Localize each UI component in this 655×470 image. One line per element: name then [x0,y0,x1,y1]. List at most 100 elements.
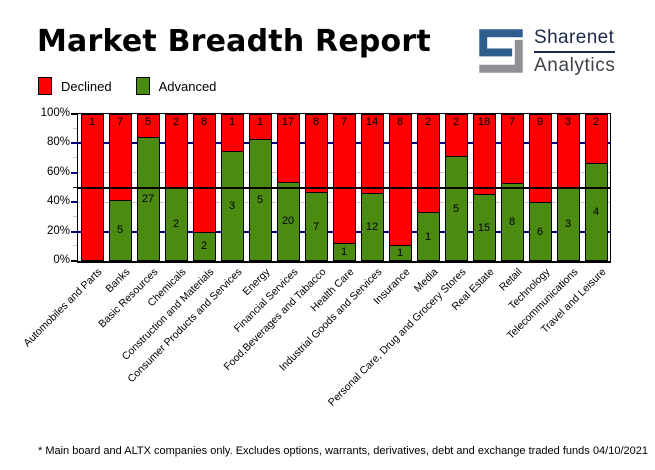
advanced-segment: 2 [192,231,216,261]
declined-segment: 2 [444,114,468,157]
advanced-segment: 2 [164,187,188,261]
declined-value-label: 18 [477,116,491,128]
legend-label-advanced: Advanced [158,78,217,94]
declined-segment: 14 [360,114,384,195]
declined-value-label: 8 [312,116,320,128]
declined-segment: 8 [388,114,412,246]
advanced-segment: 4 [584,163,608,261]
bar-slot: 17 20 [274,114,302,261]
x-axis-labels: Automobiles and Parts Banks Basic Resource… [0,260,655,420]
legend-label-declined: Declined [61,78,112,94]
sharenet-logo: Sharenet Analytics [477,27,616,77]
advanced-segment: 3 [556,187,580,261]
legend: Declined Advanced [38,77,240,95]
y-tick-label: 100% [40,107,70,119]
declined-segment: 9 [528,114,552,204]
bar-slot: 5 27 [134,114,162,261]
declined-value-label: 17 [281,116,295,128]
declined-value-label: 5 [144,116,152,128]
advanced-segment: 1 [416,212,440,261]
declined-segment: 18 [472,114,496,196]
declined-value-label: 14 [365,116,379,128]
advanced-segment: 20 [276,181,300,261]
declined-segment: 1 [220,114,244,152]
logo-line-sharenet: Sharenet [534,27,616,53]
declined-value-label: 1 [88,116,96,128]
advanced-segment: 27 [136,136,160,261]
declined-segment: 1 [248,114,272,140]
advanced-swatch-icon [135,77,150,95]
chart-plot-area: 1 7 5 5 27 2 2 8 2 1 3 1 5 17 20 8 7 7 1 14 12 8 1 2 1 2 5 18 15 7 8 9 6… [77,113,611,263]
advanced-segment: 5 [108,199,132,261]
stacked-bar-11: 14 12 [360,114,384,261]
advanced-segment: 5 [444,156,468,261]
declined-segment: 2 [164,114,188,189]
y-tick-label: 60% [46,165,70,178]
declined-value-label: 1 [256,116,264,128]
advanced-segment: 12 [360,193,384,261]
advanced-segment: 5 [248,138,272,261]
logo-wordmark: Sharenet Analytics [534,27,616,77]
declined-value-label: 2 [452,116,460,128]
declined-value-label: 7 [116,116,124,128]
gridline-50 [78,186,610,189]
declined-value-label: 9 [536,116,544,128]
footer-date: 04/10/2021 [592,445,648,457]
declined-segment: 7 [500,114,524,184]
page-title: Market Breadth Report [37,24,431,59]
advanced-segment: 7 [304,192,328,261]
declined-value-label: 8 [200,116,208,128]
stacked-bar-8: 17 20 [276,114,300,261]
declined-swatch-icon [38,77,52,95]
stacked-bar-15: 18 15 [472,114,496,261]
declined-value-label: 8 [396,116,404,128]
declined-segment: 8 [192,114,216,233]
declined-segment: 17 [276,114,300,183]
declined-segment: 3 [556,114,580,189]
declined-value-label: 2 [172,116,180,128]
declined-value-label: 7 [508,116,516,128]
footer-note: * Main board and ALTX companies only. Ex… [38,445,590,457]
sharenet-logo-icon [478,28,524,74]
declined-value-label: 3 [564,116,572,128]
y-tick-label: 20% [46,224,70,237]
declined-segment: 8 [304,114,328,194]
stacked-bar-3: 5 27 [136,114,160,261]
declined-segment: 7 [332,114,356,244]
declined-value-label: 1 [228,116,236,128]
declined-value-label: 7 [340,116,348,128]
advanced-segment: 6 [528,202,552,261]
declined-segment: 5 [136,114,160,138]
declined-value-label: 2 [424,116,432,128]
advanced-segment: 1 [388,244,412,261]
advanced-segment: 15 [472,194,496,261]
legend-item-declined: Declined [38,77,112,95]
y-tick-label: 40% [46,195,70,208]
advanced-segment: 1 [332,242,356,261]
declined-segment: 2 [584,114,608,164]
declined-value-label: 2 [592,116,600,128]
